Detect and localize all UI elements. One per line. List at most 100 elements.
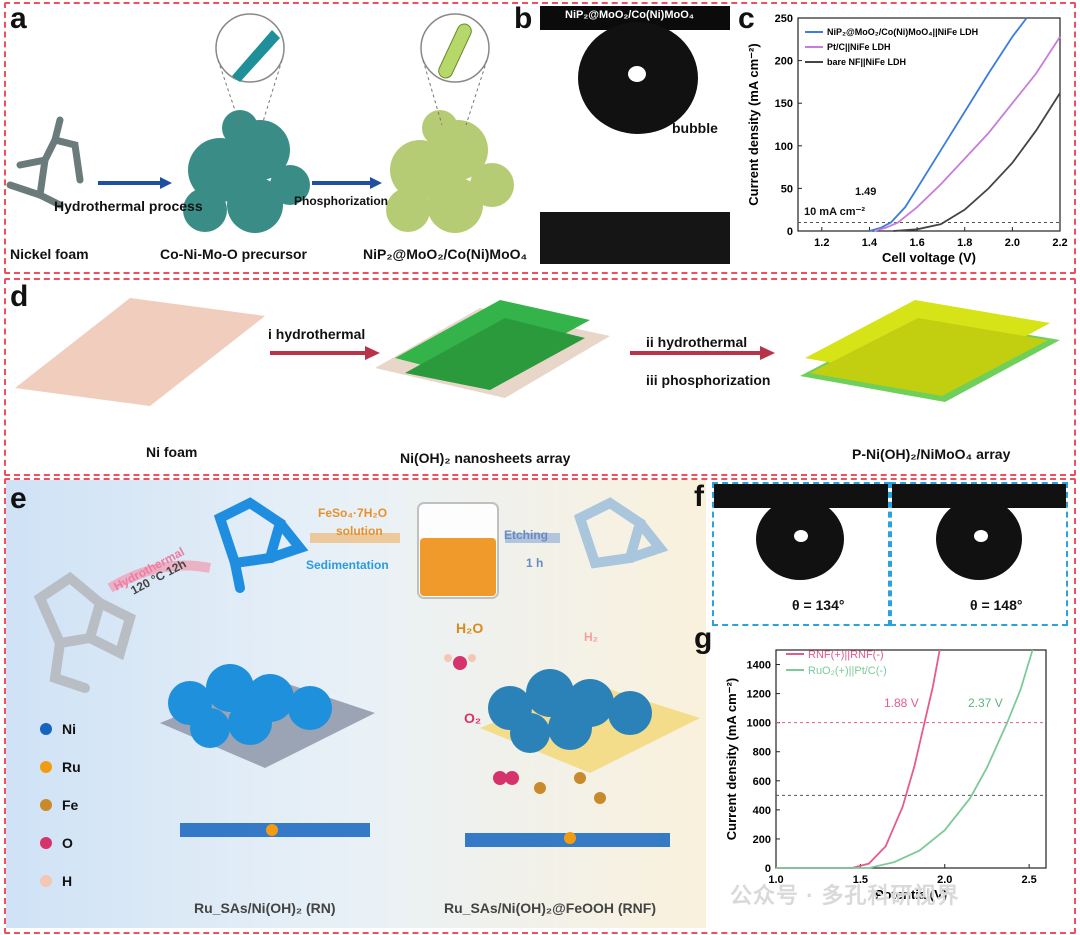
panel-letter-b: b [514, 2, 533, 35]
label-step3: iii phosphorization [646, 372, 771, 388]
nanorod-array-icon [805, 300, 1050, 396]
legend-label: O [62, 835, 73, 851]
x-tick-label: 2.2 [1052, 237, 1067, 249]
panel-frame-efg [4, 478, 1076, 934]
legend-label: bare NF||NiFe LDH [827, 57, 906, 67]
label-e-rn: Ru_SAs/Ni(OH)₂ (RN) [194, 900, 336, 916]
atom-dot-icon [40, 875, 52, 887]
legend-item: O [40, 824, 100, 862]
label-angle-1: θ = 134° [792, 597, 845, 613]
y-tick-label: 0 [765, 863, 771, 875]
nanosheet-array-icon [395, 300, 590, 390]
label-hydrothermal-process: Hydrothermal process [54, 198, 203, 214]
legend-item: H [40, 862, 100, 900]
panel-letter-f: f [694, 480, 704, 513]
ni-foam-sheet-icon [15, 298, 265, 406]
x-tick-label: 1.4 [862, 237, 878, 249]
x-tick-label: 1.5 [853, 874, 868, 886]
legend-item: Ru [40, 748, 100, 786]
y-axis-label: Current density (mA cm⁻²) [746, 43, 761, 205]
coated-nanorod-icon [438, 23, 472, 79]
label-nickel-foam: Nickel foam [10, 246, 89, 262]
legend-label: Ni [62, 721, 76, 737]
atom-legend: Ni Ru Fe O H [40, 710, 100, 900]
label-step2: ii hydrothermal [646, 334, 748, 350]
legend-item: Ni [40, 710, 100, 748]
y-tick-label: 200 [753, 834, 771, 846]
foam-light-icon [573, 497, 669, 569]
y-tick-label: 1400 [747, 660, 771, 672]
contact-angle-photo-1 [712, 482, 890, 626]
y-tick-label: 50 [781, 183, 793, 195]
panel-letter-g: g [694, 622, 713, 655]
label-e-etching: Etching [504, 528, 548, 542]
nanoneedle-icon [232, 30, 280, 82]
rnf-lattice-icon [465, 772, 670, 847]
panel-letter-e: e [10, 482, 27, 515]
legend-label: Fe [62, 797, 79, 813]
rn-lattice-icon [180, 823, 370, 837]
atom-dot-icon [40, 761, 52, 773]
panel-letter-a: a [10, 2, 27, 35]
x-tick-label: 2.0 [1005, 237, 1020, 249]
plot-frame [775, 649, 1047, 869]
label-e-rnf: Ru_SAs/Ni(OH)₂@FeOOH (RNF) [444, 900, 656, 916]
y-tick-label: 0 [787, 226, 793, 238]
series-line [873, 36, 1061, 232]
label-e-sedimentation: Sedimentation [306, 558, 389, 572]
panel-letter-d: d [10, 280, 29, 313]
series-line [893, 92, 1061, 232]
rnf-nanowire-cluster-icon [488, 669, 652, 753]
y-tick-label: 1200 [747, 689, 771, 701]
y-tick-label: 1000 [747, 718, 771, 730]
y-tick-label: 150 [775, 98, 793, 110]
label-e-o2: O₂ [464, 710, 482, 726]
rn-nanowire-cluster-icon [168, 664, 332, 748]
foam-blue-icon [213, 497, 309, 593]
y-tick-label: 600 [753, 776, 771, 788]
series-line [776, 649, 1034, 869]
y-tick-label: 800 [753, 747, 771, 759]
foam-gray-icon [33, 571, 136, 693]
label-ni-foam: Ni foam [146, 444, 198, 460]
legend-label: H [62, 873, 73, 889]
y-tick-label: 200 [775, 56, 793, 68]
legend-label: Ru [62, 759, 81, 775]
label-precursor: Co-Ni-Mo-O precursor [160, 246, 307, 262]
plot-frame [797, 17, 1061, 232]
chart-c: 1.2 1.4 1.6 1.8 2.0 2.2 0 50 100 150 200 250 Cell vo… [746, 13, 1068, 265]
chart-g-annotation-1: 1.88 V [884, 696, 919, 710]
series-line [869, 17, 1028, 232]
watermark: 公众号 · 多孔科研视界 [730, 883, 960, 908]
precursor-cluster-icon [183, 110, 310, 233]
label-b-material: NiP₂@MoO₂/Co(Ni)MoO₄ [565, 9, 695, 21]
product-cluster-icon [386, 110, 514, 233]
label-angle-2: θ = 148° [970, 597, 1023, 613]
oxygen-molecule-icon [493, 771, 507, 785]
chart-c-annotation-ref: 10 mA cm⁻² [804, 206, 866, 218]
label-e-h2o: H₂O [456, 620, 484, 636]
bubble-photo [540, 6, 730, 264]
label-e-feso4: FeSo₄·7H₂O [318, 506, 388, 520]
label-step1: i hydrothermal [268, 326, 366, 342]
label-e-h2: H₂ [584, 630, 598, 644]
label-bubble: bubble [672, 120, 718, 136]
panel-e-illustration [33, 497, 700, 847]
panel-frame-abc [4, 2, 1076, 274]
label-product-d: P-Ni(OH)₂/NiMoO₄ array [852, 446, 1011, 462]
nickel-foam-icon [6, 116, 84, 209]
atom-dot-icon [40, 799, 52, 811]
x-tick-label: 1.2 [814, 237, 829, 249]
x-tick-label: 1.0 [768, 874, 783, 886]
atom-dot-icon [40, 723, 52, 735]
chart-g: 1.0 1.5 2.0 2.5 0 200 400 600 800 1000 1200 1400 Pot… [724, 649, 1047, 902]
chart-g-annotation-2: 2.37 V [968, 696, 1003, 710]
legend-label: RNF(+)||RNF(-) [808, 649, 884, 661]
x-tick-label: 2.5 [1021, 874, 1036, 886]
y-tick-label: 250 [775, 13, 793, 25]
legend-label: NiP₂@MoO₂/Co(Ni)MoO₄||NiFe LDH [827, 27, 978, 37]
legend-item: Fe [40, 786, 100, 824]
label-product-a: NiP₂@MoO₂/Co(Ni)MoO₄ [363, 246, 528, 262]
atom-dot-icon [40, 837, 52, 849]
panel-a-illustration [6, 13, 514, 233]
